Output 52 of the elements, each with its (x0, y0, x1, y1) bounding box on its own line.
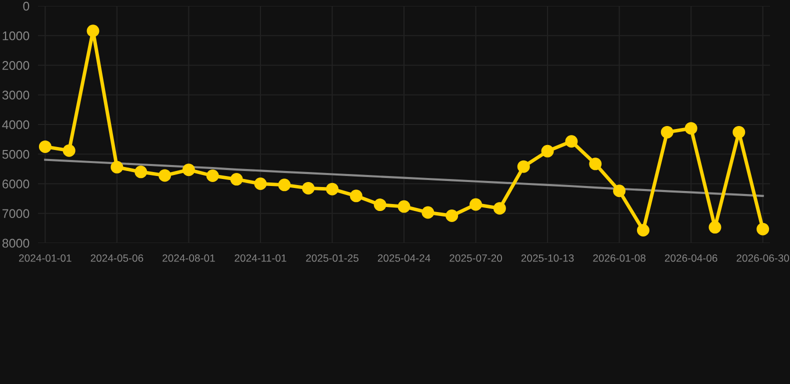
point (684, 122, 698, 135)
y-tick-label: 2000 (2, 61, 30, 70)
point (182, 164, 195, 176)
point (302, 182, 315, 194)
x-tick-label: 2025-07-20 (450, 254, 502, 262)
point (110, 160, 124, 174)
x-tick-label: 2025-01-25 (306, 254, 358, 262)
y-tick-label: 3000 (2, 90, 30, 100)
point (134, 166, 148, 178)
point (446, 209, 458, 222)
point (158, 169, 172, 182)
point (326, 182, 338, 196)
x-tick-label: 2024-08-01 (162, 254, 215, 262)
point (517, 160, 530, 173)
point (565, 135, 578, 148)
point (374, 198, 386, 212)
y-tick-label: 0 (23, 2, 30, 11)
point (422, 206, 434, 219)
point (278, 178, 291, 192)
point (470, 198, 482, 211)
x-tick-label: 2026-01-08 (593, 254, 646, 262)
point (254, 178, 267, 190)
point (230, 173, 243, 186)
y-tick-label: 5000 (2, 150, 30, 159)
point (732, 126, 746, 138)
y-tick-label: 7000 (2, 209, 30, 218)
point (660, 126, 674, 138)
y-tick-label: 4000 (2, 120, 30, 130)
x-tick-label: 2026-06-30 (736, 254, 790, 262)
point (38, 140, 52, 153)
point (493, 202, 506, 215)
point (398, 200, 410, 213)
y-tick-label: 8000 (2, 238, 30, 248)
point (636, 224, 650, 237)
x-tick-label: 2024-05-06 (90, 254, 144, 262)
point (756, 222, 770, 236)
point (708, 221, 722, 234)
point (62, 144, 76, 157)
x-tick-label: 2024-01-01 (19, 254, 72, 262)
y-tick-label: 6000 (2, 180, 30, 188)
y-tick-label: 1000 (2, 31, 30, 40)
point (86, 24, 100, 38)
x-tick-label: 2025-10-13 (521, 254, 574, 262)
x-tick-label: 2026-04-06 (664, 254, 718, 262)
point (206, 170, 219, 182)
x-tick-label: 2025-04-24 (378, 254, 430, 262)
x-tick-label: 2024-11-01 (234, 254, 286, 262)
point (541, 144, 554, 158)
point (613, 184, 626, 198)
line-series (44, 158, 764, 197)
point (350, 190, 362, 202)
point (589, 158, 602, 170)
